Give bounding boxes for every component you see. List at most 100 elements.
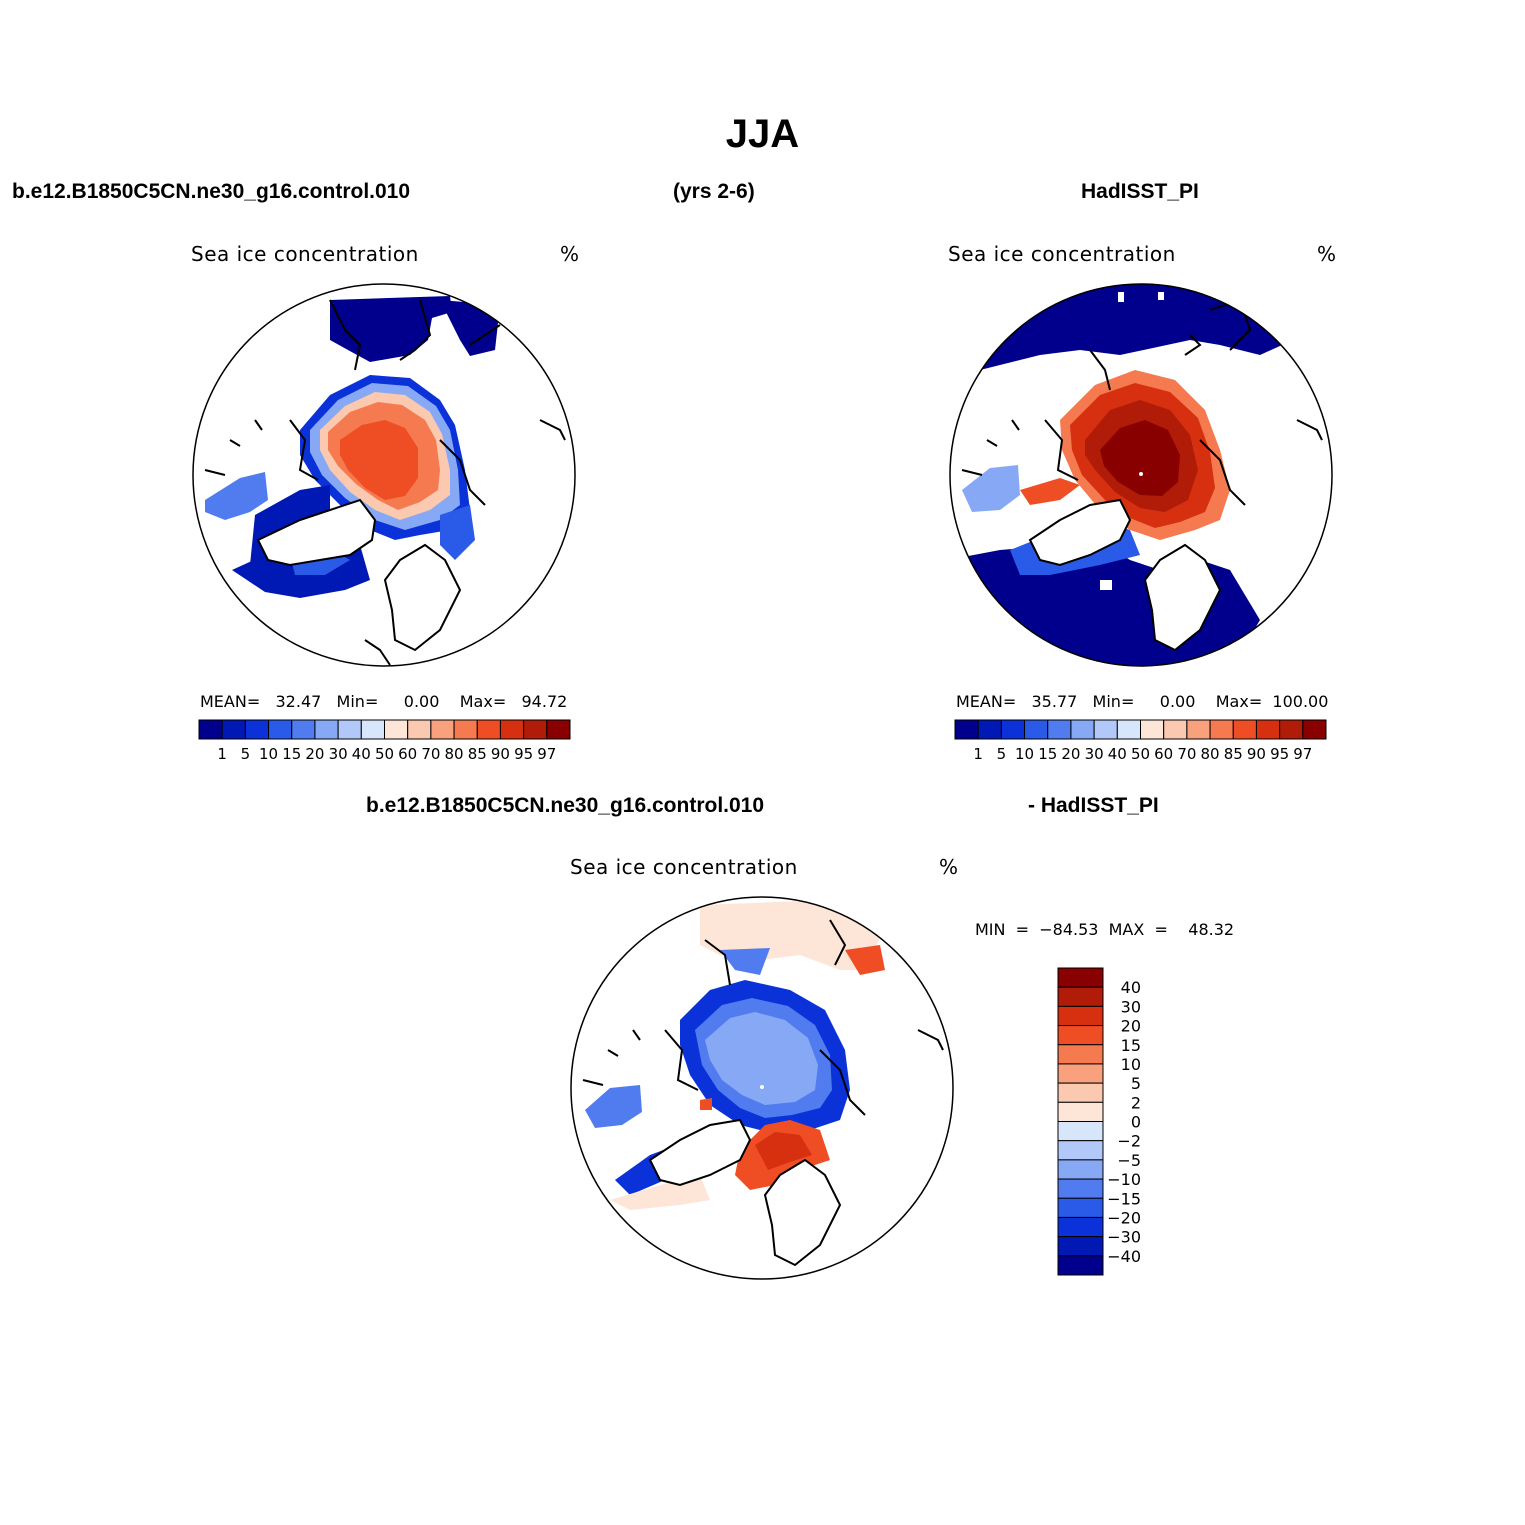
diff-map-border: [570, 896, 954, 1280]
colorbar-box: [476, 719, 501, 740]
colorbar-tick-label: 97: [537, 745, 556, 763]
colorbar-tick-label: 70: [421, 745, 440, 763]
colorbar-tick-label: 15: [282, 745, 301, 763]
colorbar-box: [1057, 1216, 1104, 1238]
colorbar-tick-label: 97: [1293, 745, 1312, 763]
colorbar-tick-label: 40: [1121, 978, 1141, 997]
colorbar-box: [1302, 719, 1327, 740]
colorbar-tick-label: −30: [1107, 1228, 1141, 1247]
colorbar-box: [221, 719, 246, 740]
colorbar-box: [954, 719, 979, 740]
colorbar-tick-label: 10: [1015, 745, 1034, 763]
colorbar-tick-label: 15: [1121, 1036, 1141, 1055]
colorbar-box: [1093, 719, 1118, 740]
colorbar-box: [1057, 986, 1104, 1007]
colorbar-tick-label: 50: [375, 745, 394, 763]
model-units: %: [560, 242, 580, 266]
obs-stats: MEAN= 35.77 Min= 0.00 Max= 100.00: [956, 692, 1329, 711]
colorbar-tick-label: 70: [1177, 745, 1196, 763]
colorbar-box: [1057, 1197, 1104, 1218]
colorbar-box: [1186, 719, 1211, 740]
colorbar-tick-label: −5: [1117, 1151, 1141, 1170]
colorbar-box: [1047, 719, 1072, 740]
colorbar-box: [1279, 719, 1304, 740]
case-name: b.e12.B1850C5CN.ne30_g16.control.010: [12, 180, 411, 203]
colorbar-box: [1057, 1082, 1104, 1103]
colorbar-box: [1057, 1101, 1104, 1122]
colorbar-box: [499, 719, 525, 740]
colorbar-tick-label: 5: [1131, 1074, 1141, 1093]
colorbar-box: [546, 719, 571, 740]
colorbar-tick-label: 30: [1121, 997, 1141, 1016]
colorbar-tick-label: 95: [1270, 745, 1289, 763]
diff-obs-name: - HadISST_PI: [1028, 794, 1159, 817]
colorbar-tick-label: 95: [514, 745, 533, 763]
colorbar-tick-label: 90: [491, 745, 510, 763]
colorbar-box: [291, 719, 316, 740]
colorbar-tick-label: 10: [1121, 1055, 1141, 1074]
colorbar-box: [384, 719, 409, 740]
colorbar-box: [360, 719, 385, 740]
obs-name: HadISST_PI: [1081, 180, 1199, 203]
colorbar-tick-label: 50: [1131, 745, 1150, 763]
colorbar-box: [1232, 719, 1257, 740]
colorbar-tick-label: 60: [398, 745, 417, 763]
model-map: [193, 284, 575, 666]
colorbar-tick-label: −10: [1107, 1170, 1141, 1189]
diff-case-name: b.e12.B1850C5CN.ne30_g16.control.010: [366, 794, 765, 817]
colorbar-box: [1209, 719, 1234, 740]
diff-var-title: Sea ice concentration: [570, 855, 798, 879]
colorbar-box: [268, 719, 293, 740]
colorbar-box: [1057, 1140, 1104, 1161]
colorbar-box: [1070, 719, 1095, 740]
colorbar-box: [977, 719, 1002, 740]
colorbar-tick-label: 1: [973, 745, 983, 763]
colorbar-box: [1057, 1255, 1104, 1276]
colorbar-tick-label: 1: [217, 745, 227, 763]
colorbar-tick-label: 40: [352, 745, 371, 763]
colorbar-box: [314, 719, 339, 740]
colorbar-box: [1057, 1236, 1104, 1257]
colorbar-tick-label: 10: [259, 745, 278, 763]
model-var-title: Sea ice concentration: [191, 242, 419, 266]
colorbar-box: [523, 719, 548, 740]
colorbar-tick-label: 30: [329, 745, 348, 763]
colorbar-tick-label: 30: [1085, 745, 1104, 763]
colorbar-box: [1057, 1178, 1104, 1199]
colorbar-model: 1 5 10 15 20 30 40 50 60 70 80 85 90 95 97: [198, 719, 571, 763]
colorbar-box: [1140, 719, 1165, 740]
main-title: JJA: [725, 112, 800, 156]
colorbar-tick-label: 0: [1131, 1113, 1141, 1132]
colorbar-tick-label: 15: [1038, 745, 1057, 763]
diff-stats: MIN = −84.53 MAX = 48.32: [975, 920, 1235, 939]
colorbar-tick-label: 5: [997, 745, 1007, 763]
colorbar-box: [1255, 719, 1281, 740]
colorbar-tick-label: 20: [1061, 745, 1080, 763]
diff-units: %: [939, 855, 959, 879]
colorbar-tick-label: 85: [1224, 745, 1243, 763]
colorbar-box: [1057, 1044, 1104, 1065]
colorbar-box: [1057, 967, 1104, 988]
obs-map-border: [949, 283, 1333, 667]
colorbar-tick-label: 90: [1247, 745, 1266, 763]
colorbar-tick-label: 80: [1201, 745, 1220, 763]
colorbar-tick-label: 60: [1154, 745, 1173, 763]
colorbar-tick-label: −15: [1107, 1189, 1141, 1208]
model-map-border: [192, 283, 576, 667]
colorbar-box: [1057, 1121, 1104, 1142]
colorbar-box: [1057, 1159, 1104, 1180]
colorbar-tick-label: −40: [1107, 1247, 1141, 1266]
obs-units: %: [1317, 242, 1337, 266]
colorbar-box: [198, 719, 223, 740]
colorbar-box: [1163, 719, 1188, 740]
colorbar-box: [244, 719, 270, 740]
colorbar-tick-label: 5: [241, 745, 251, 763]
colorbar-tick-label: −2: [1117, 1132, 1141, 1151]
obs-var-title: Sea ice concentration: [948, 242, 1176, 266]
colorbar-box: [337, 719, 362, 740]
colorbar-box: [1116, 719, 1141, 740]
colorbar-tick-label: 20: [305, 745, 324, 763]
model-stats: MEAN= 32.47 Min= 0.00 Max= 94.72: [200, 692, 568, 711]
